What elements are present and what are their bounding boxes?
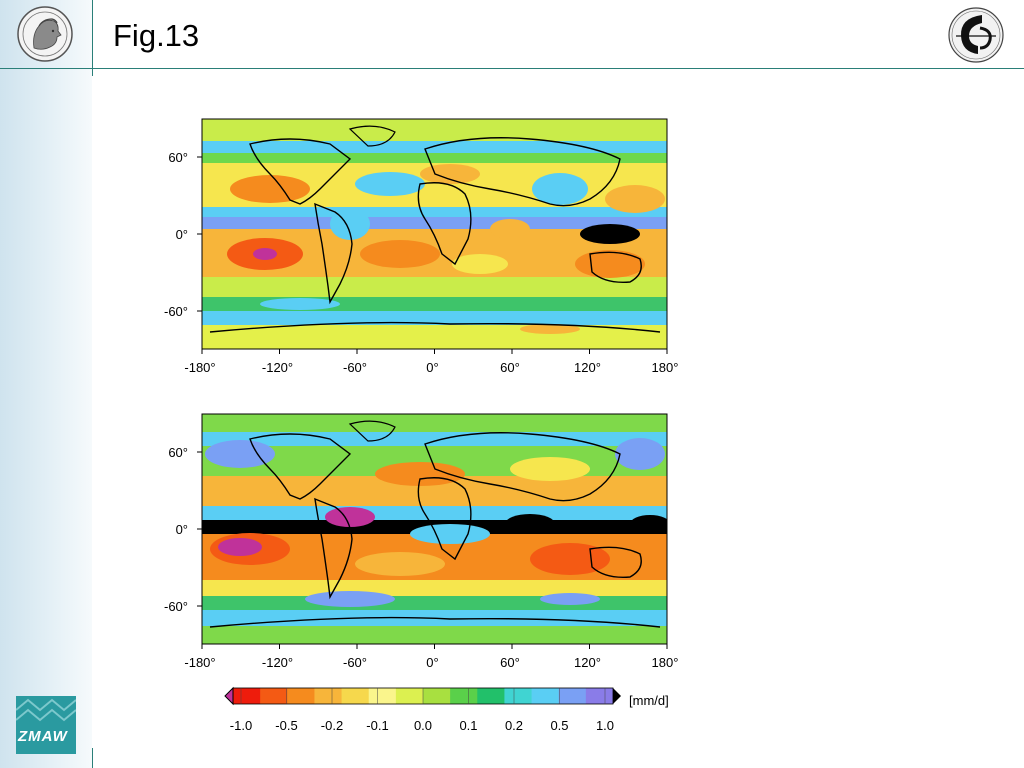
- lat-tick-label: 0°: [176, 227, 188, 242]
- sidebar-divider: [92, 0, 93, 76]
- colorbar-segment: [314, 688, 343, 704]
- minerva-seal-icon: [17, 6, 73, 62]
- colorbar-tick-label: -0.5: [275, 718, 297, 733]
- colorbar-tick-label: 1.0: [596, 718, 614, 733]
- lon-tick-label: 60°: [500, 360, 520, 375]
- lat-tick-label: 60°: [168, 445, 188, 460]
- colorbar-tick-label: -1.0: [230, 718, 252, 733]
- colorbar-segment: [368, 688, 397, 704]
- colorbar-segment: [504, 688, 533, 704]
- colorbar-segment: [287, 688, 315, 704]
- colorbar-segment: [423, 688, 451, 704]
- zmaw-logo-text: ZMAW: [18, 728, 68, 745]
- colorbar-under-arrow: [224, 686, 234, 706]
- colorbar-segment: [260, 688, 288, 704]
- colorbar-legend: -1.0 -0.5 -0.2 -0.1 0.0 0.1 0.2 0.5 1.0 [mm/d]: [224, 686, 669, 733]
- colorbar-unit-label: [mm/d]: [629, 693, 669, 708]
- institute-emblem-icon: [948, 7, 1004, 63]
- sidebar-gradient: [0, 0, 92, 768]
- colorbar-tick-label: 0.0: [414, 718, 432, 733]
- colorbar-over-arrow: [613, 688, 621, 704]
- lon-tick-label: 60°: [500, 655, 520, 670]
- lon-tick-label: -120°: [262, 655, 293, 670]
- lon-tick-label: 0°: [426, 360, 438, 375]
- colorbar-segment: [233, 688, 261, 704]
- lon-tick-label: -120°: [262, 360, 293, 375]
- lon-tick-label: 180°: [652, 655, 679, 670]
- colorbar-segment: [341, 688, 370, 704]
- lon-tick-label: -180°: [184, 360, 215, 375]
- colorbar-tick-label: -0.1: [366, 718, 388, 733]
- header-rule: [0, 68, 1024, 69]
- precipitation-map-bottom: 60° 0° -60° -180° -120° -60° 0° 60° 120°…: [164, 413, 679, 670]
- lat-ticks: [197, 156, 202, 312]
- zmaw-logo: ZMAW: [16, 696, 76, 754]
- lon-tick-label: -60°: [343, 655, 367, 670]
- colorbar-segment: [477, 688, 505, 704]
- lon-tick-label: -60°: [343, 360, 367, 375]
- colorbar-segment: [531, 688, 560, 704]
- lat-tick-label: -60°: [164, 599, 188, 614]
- lon-tick-label: 120°: [574, 655, 601, 670]
- lon-tick-label: 180°: [652, 360, 679, 375]
- lon-tick-label: 120°: [574, 360, 601, 375]
- colorbar-tick-label: 0.2: [505, 718, 523, 733]
- lat-tick-label: 0°: [176, 522, 188, 537]
- sidebar-divider-bottom: [92, 748, 93, 768]
- lon-tick-label: -180°: [184, 655, 215, 670]
- colorbar-segment: [450, 688, 478, 704]
- lon-tick-label: 0°: [426, 655, 438, 670]
- slide-title: Fig.13: [113, 18, 200, 53]
- precipitation-map-top: 60° 0° -60° -180° -120° -60° 0° 60° 120°…: [164, 118, 679, 375]
- colorbar-segment: [558, 688, 587, 704]
- colorbar-tick-label: -0.2: [321, 718, 343, 733]
- colorbar-tick-label: 0.1: [459, 718, 477, 733]
- lat-tick-label: -60°: [164, 304, 188, 319]
- colorbar-segment: [395, 688, 424, 704]
- colorbar-segment: [585, 688, 614, 704]
- colorbar-tick-label: 0.5: [550, 718, 568, 733]
- lat-tick-label: 60°: [168, 150, 188, 165]
